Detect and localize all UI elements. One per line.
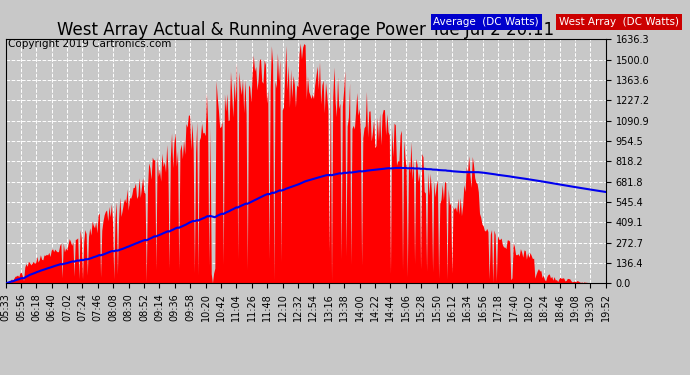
Text: Copyright 2019 Cartronics.com: Copyright 2019 Cartronics.com	[8, 39, 172, 50]
Title: West Array Actual & Running Average Power Tue Jul 2 20:11: West Array Actual & Running Average Powe…	[57, 21, 554, 39]
Text: West Array  (DC Watts): West Array (DC Watts)	[559, 17, 679, 27]
Text: Average  (DC Watts): Average (DC Watts)	[433, 17, 539, 27]
